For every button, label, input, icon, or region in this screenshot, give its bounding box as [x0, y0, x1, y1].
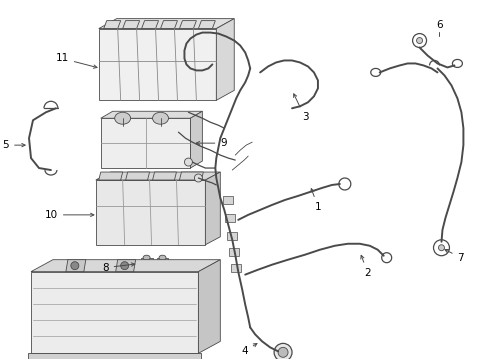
Polygon shape	[99, 172, 122, 180]
Ellipse shape	[143, 255, 150, 260]
Ellipse shape	[152, 112, 169, 124]
Ellipse shape	[115, 112, 131, 124]
Polygon shape	[229, 248, 239, 256]
Circle shape	[439, 245, 444, 251]
Polygon shape	[28, 353, 201, 360]
Polygon shape	[66, 260, 86, 272]
Polygon shape	[142, 21, 159, 28]
Text: 7: 7	[445, 249, 464, 263]
Text: 11: 11	[56, 54, 97, 68]
Polygon shape	[198, 260, 220, 353]
Circle shape	[71, 262, 79, 270]
Polygon shape	[96, 180, 205, 245]
Polygon shape	[104, 21, 121, 28]
Polygon shape	[99, 19, 234, 28]
Circle shape	[278, 347, 288, 357]
Polygon shape	[225, 214, 235, 222]
Text: 3: 3	[294, 94, 308, 122]
Polygon shape	[101, 118, 191, 168]
Polygon shape	[152, 172, 176, 180]
Polygon shape	[198, 21, 215, 28]
Text: 4: 4	[242, 343, 257, 356]
Circle shape	[195, 174, 202, 182]
Text: 9: 9	[196, 138, 227, 148]
Circle shape	[416, 37, 422, 44]
Text: 1: 1	[311, 189, 321, 212]
Polygon shape	[96, 172, 220, 180]
Polygon shape	[231, 264, 241, 272]
Text: 8: 8	[102, 263, 135, 273]
Circle shape	[274, 343, 292, 360]
Polygon shape	[31, 260, 220, 272]
Polygon shape	[99, 28, 216, 100]
Polygon shape	[125, 172, 149, 180]
Text: 5: 5	[2, 140, 25, 150]
Polygon shape	[216, 19, 234, 100]
Polygon shape	[122, 21, 140, 28]
Circle shape	[121, 262, 129, 270]
Text: 6: 6	[436, 19, 443, 30]
Polygon shape	[116, 260, 136, 272]
Polygon shape	[161, 21, 177, 28]
Circle shape	[184, 158, 193, 166]
Polygon shape	[141, 258, 152, 270]
Polygon shape	[227, 232, 237, 240]
Polygon shape	[223, 196, 233, 204]
Polygon shape	[156, 258, 169, 270]
Polygon shape	[205, 172, 221, 245]
Polygon shape	[179, 21, 196, 28]
Polygon shape	[191, 111, 202, 168]
Polygon shape	[179, 172, 203, 180]
Polygon shape	[31, 272, 198, 353]
Polygon shape	[101, 111, 202, 118]
Text: 2: 2	[361, 255, 371, 278]
Ellipse shape	[159, 255, 166, 260]
Text: 10: 10	[45, 210, 94, 220]
